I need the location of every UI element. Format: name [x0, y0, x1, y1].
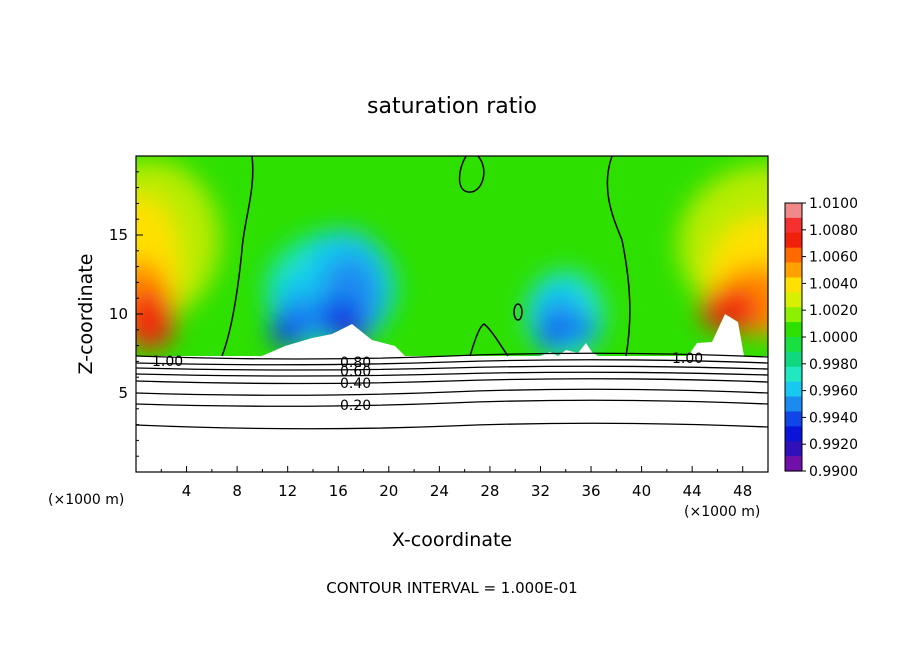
x-tick-label: 8 — [232, 482, 242, 500]
colorbar-tick-label: 1.0100 — [809, 196, 858, 212]
y-tick-label: 15 — [109, 226, 128, 244]
colorbar-swatch — [785, 456, 802, 472]
colorbar-swatch — [785, 351, 802, 368]
contour-label: 0.80 — [340, 355, 371, 371]
colorbar-tick-label: 1.0000 — [809, 330, 858, 346]
x-unit-left: (×1000 m) — [48, 492, 124, 508]
colorbar-swatch — [785, 277, 802, 293]
colorbar-tick-label: 1.0060 — [809, 250, 858, 266]
x-tick-label: 24 — [430, 482, 449, 500]
lower-contours — [136, 352, 768, 430]
x-tick-label: 44 — [683, 482, 702, 500]
colorbar-swatch — [785, 411, 802, 427]
colorbar-tick-label: 1.0080 — [809, 223, 858, 239]
colorbar-swatch — [785, 441, 802, 457]
contour-labels: 1.00 1.00 0.80 0.60 0.40 0.20 — [152, 351, 703, 414]
colorbar-tick-label: 0.9980 — [809, 357, 858, 373]
y-axis-label: Z-coordinate — [75, 254, 97, 375]
field-base — [136, 156, 768, 356]
x-tick-label: 20 — [379, 482, 398, 500]
contour-label: 0.40 — [340, 376, 371, 392]
contour-line — [136, 352, 768, 360]
colorbar-tick-label: 1.0040 — [809, 276, 858, 292]
contour-line — [458, 156, 485, 193]
contour-line — [136, 422, 768, 430]
heatmap-field — [136, 156, 768, 356]
contour-line — [221, 156, 254, 357]
chart-title: saturation ratio — [367, 94, 537, 119]
colorbar-swatch — [785, 366, 802, 383]
x-axis-label: X-coordinate — [392, 529, 512, 551]
colorbar-swatch — [785, 217, 802, 234]
x-tick-label: 40 — [632, 482, 651, 500]
colorbar-swatch — [785, 396, 802, 413]
x-tick-label: 36 — [581, 482, 600, 500]
colorbar-tick-label: 0.9960 — [809, 384, 858, 400]
y-tick-label: 10 — [109, 305, 128, 323]
colorbar-swatch — [785, 262, 802, 279]
colorbar-swatch — [785, 203, 802, 219]
contour-line — [469, 323, 509, 357]
contour-label: 1.00 — [672, 351, 703, 367]
x-tick-label: 28 — [480, 482, 499, 500]
colorbar-swatch — [785, 381, 802, 398]
contour-line — [136, 371, 768, 377]
colorbar-swatch — [785, 232, 802, 249]
colorbar-tick-label: 0.9900 — [809, 464, 858, 480]
contour-1-00 — [221, 156, 631, 357]
colorbar-swatch — [785, 337, 802, 353]
colorbar-tick-label: 1.0020 — [809, 303, 858, 319]
y-tick-label: 5 — [118, 384, 128, 402]
x-tick-label: 16 — [329, 482, 348, 500]
x-tick-label: 4 — [182, 482, 192, 500]
colorbar-tick-label: 0.9940 — [809, 410, 858, 426]
contour-line — [136, 359, 768, 366]
colorbar-tick-label: 0.9920 — [809, 437, 858, 453]
colorbar-swatch — [785, 322, 802, 338]
contour-line — [136, 378, 768, 385]
colorbar-swatch — [785, 247, 802, 264]
x-unit-right: (×1000 m) — [684, 504, 760, 520]
contour-label: 0.60 — [340, 364, 371, 380]
colorbar-swatch — [785, 426, 802, 442]
contour-line — [513, 303, 523, 321]
contour-line — [606, 156, 631, 357]
contour-line — [136, 399, 768, 407]
contour-label: 1.00 — [152, 354, 183, 370]
contour-interval-note: CONTOUR INTERVAL = 1.000E-01 — [326, 579, 577, 597]
x-axis: 4 8 12 16 20 24 28 32 36 40 44 48 — [160, 466, 752, 500]
colorbar-swatch — [785, 307, 802, 323]
x-tick-label: 32 — [531, 482, 550, 500]
contour-line — [136, 365, 768, 371]
x-tick-label: 48 — [733, 482, 752, 500]
x-tick-label: 12 — [278, 482, 297, 500]
y-axis: 5 10 15 — [109, 171, 143, 457]
colorbar-swatch — [785, 292, 802, 308]
colorbar: 1.0100 1.0080 1.0060 1.0040 1.0020 1.0000 0.99… — [784, 196, 858, 480]
contour-label: 0.20 — [340, 398, 371, 414]
contour-line — [136, 388, 768, 396]
